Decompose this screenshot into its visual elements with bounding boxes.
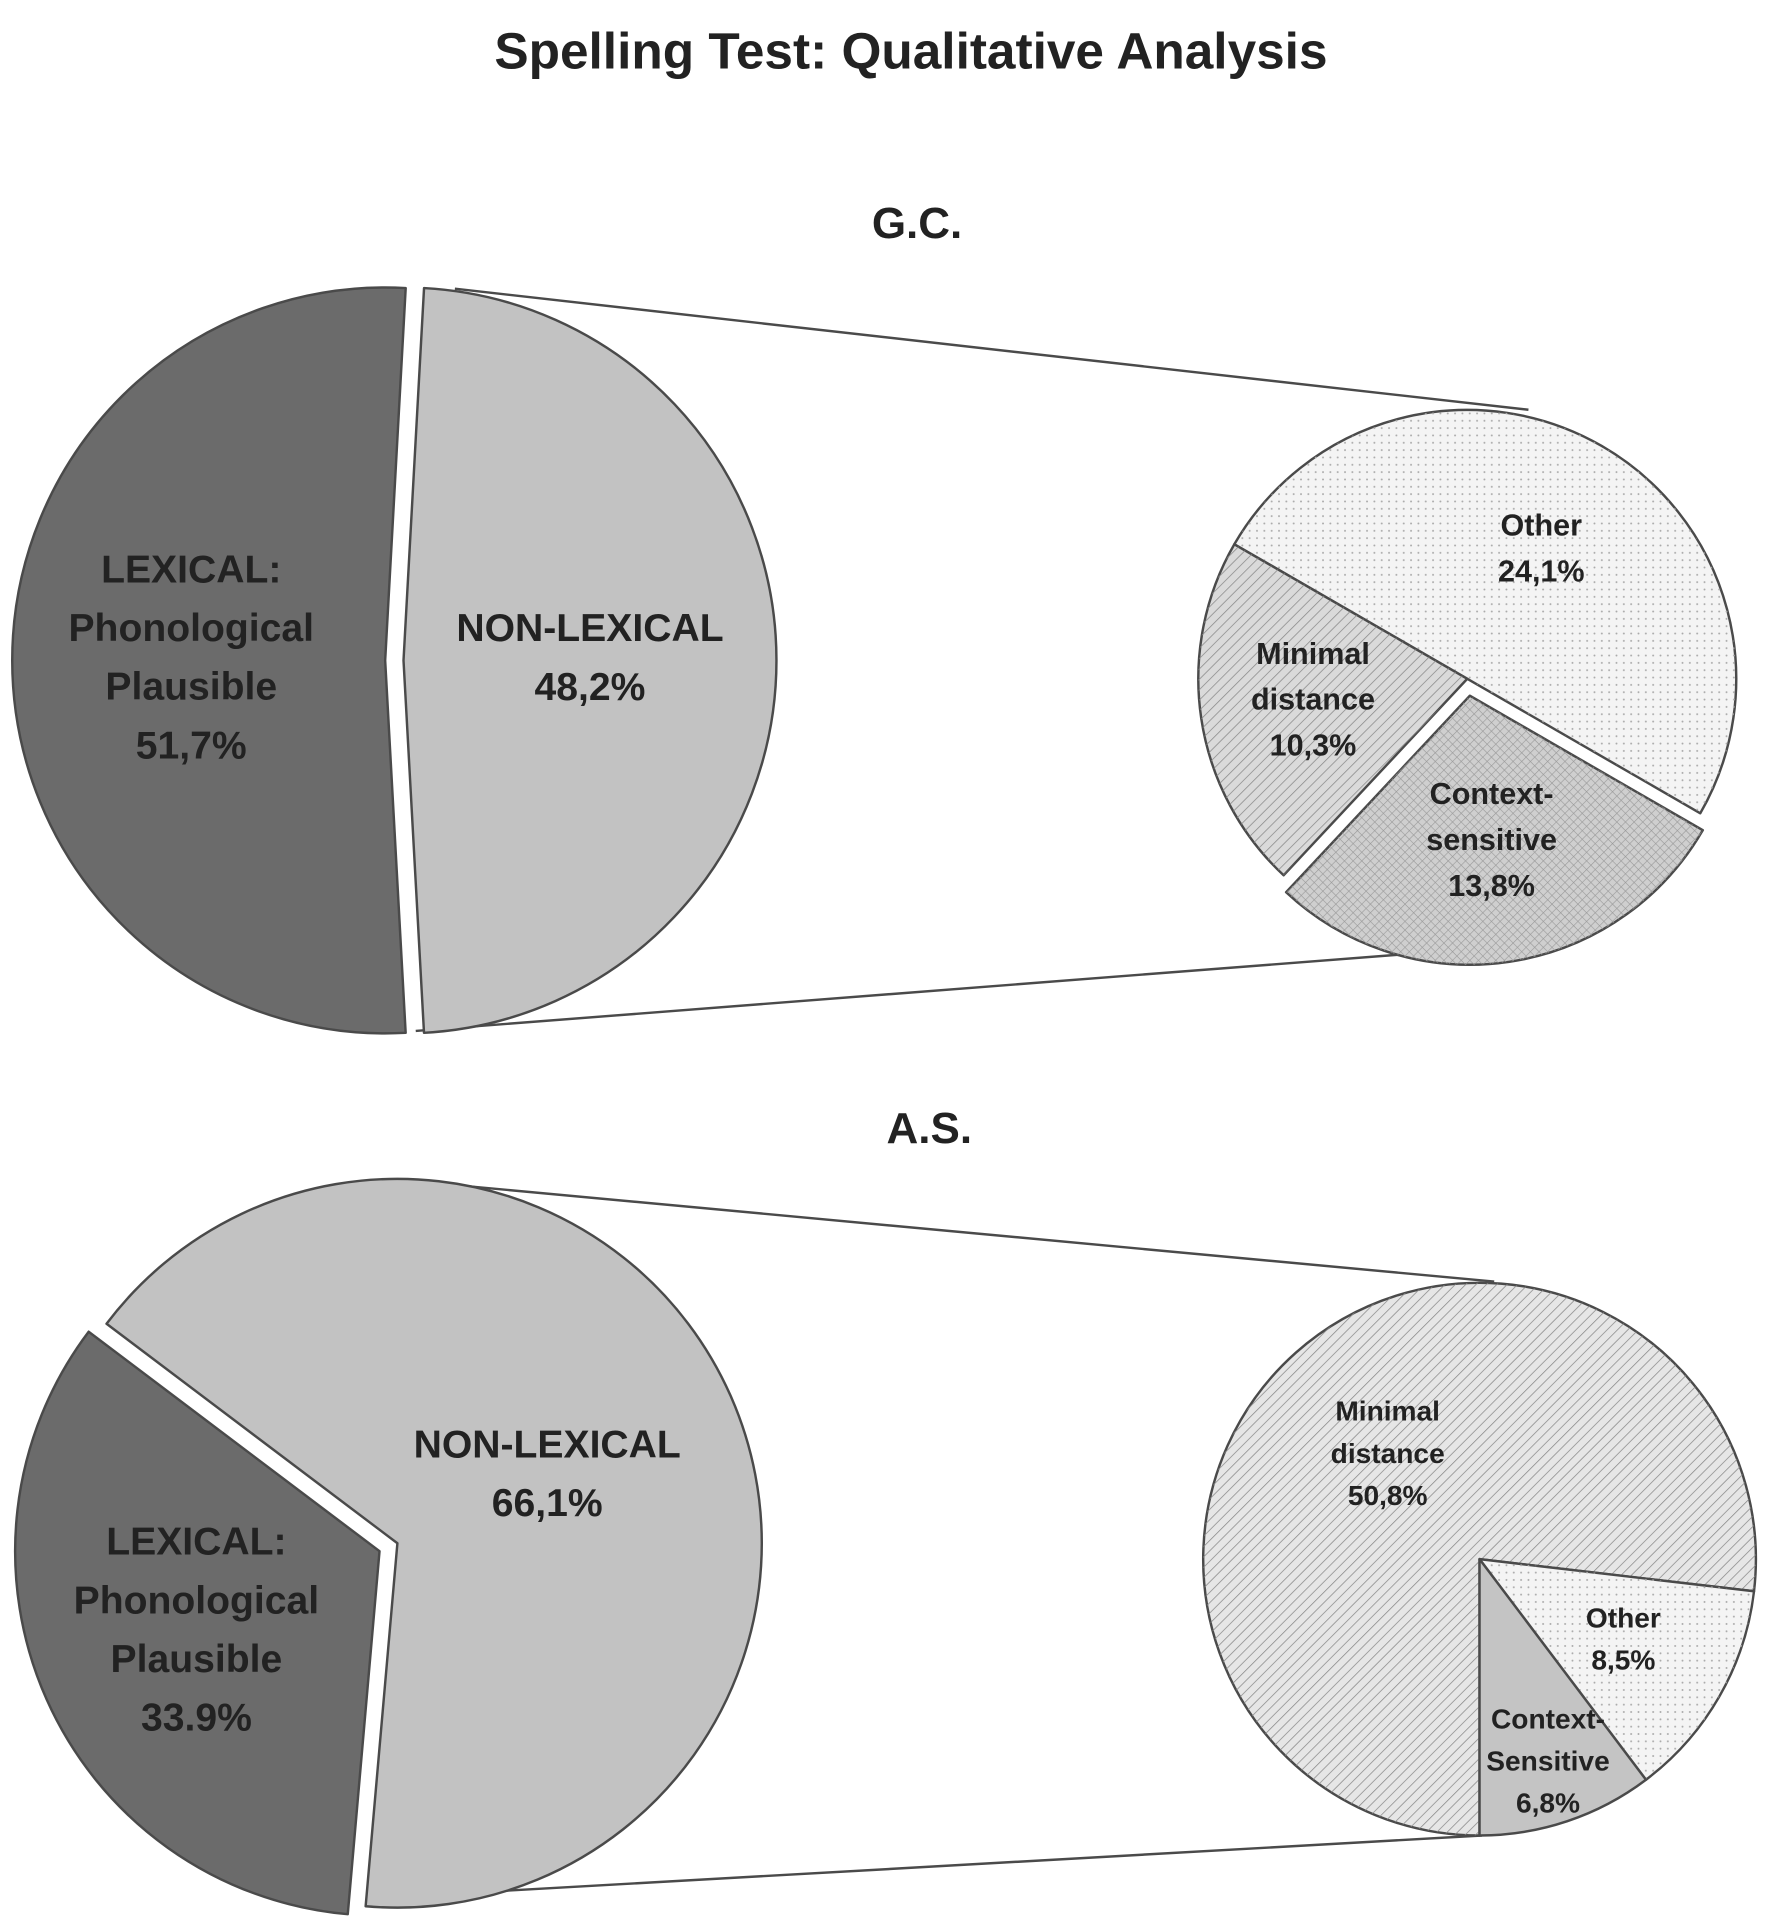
pie-slice — [1478, 1557, 1648, 1837]
slice-hatch — [1234, 409, 1737, 814]
slice-label: LEXICAL: Phonological Plausible 51,7% — [68, 549, 314, 768]
slice-category: Minimal — [1335, 1396, 1440, 1427]
slice-value-label: 48,2% — [535, 666, 646, 709]
slice-value-label: 13,8% — [1448, 869, 1535, 903]
slice-category: Phonological — [68, 607, 314, 650]
slice-label: NON-LEXICAL 48,2% — [456, 607, 723, 709]
connector-line — [427, 1181, 1495, 1283]
slice-category: distance — [1331, 1438, 1445, 1469]
slice-category: NON-LEXICAL — [456, 607, 723, 650]
connector-line — [378, 1834, 1483, 1900]
slice-hatch — [1198, 544, 1468, 876]
pie-slice — [402, 286, 778, 1035]
slice-label: Other 8,5% — [1586, 1603, 1661, 1676]
slice-category: Plausible — [111, 1638, 283, 1681]
slice-label: Context- Sensitive 6,8% — [1486, 1704, 1609, 1819]
pie-of-pie: G.C. LEXICAL: Phonological Plausible 51,7% NO… — [10, 199, 1738, 1035]
pie-of-pie: A.S. LEXICAL: Phonological Plausible 33.9% NO… — [13, 1104, 1758, 1916]
slice-category: Context- — [1430, 777, 1554, 811]
pie-slice — [105, 1177, 763, 1909]
pie-slice — [10, 286, 407, 1035]
connector-line — [454, 287, 1529, 411]
slice-label: LEXICAL: Phonological Plausible 33.9% — [74, 1521, 320, 1740]
slice-category: Plausible — [105, 666, 277, 709]
slice-value-label: 50,8% — [1348, 1481, 1428, 1512]
slice-value-label: 10,3% — [1270, 729, 1357, 763]
slice-value-label: 24,1% — [1498, 555, 1585, 589]
pie-slice — [13, 1330, 381, 1916]
slice-category: distance — [1251, 683, 1375, 717]
slice-value-label: 6,8% — [1516, 1788, 1580, 1819]
slice-category: LEXICAL: — [106, 1521, 286, 1564]
page-title: Spelling Test: Qualitative Analysis — [494, 23, 1327, 80]
slice-category: Sensitive — [1486, 1746, 1609, 1777]
slice-category: LEXICAL: — [101, 549, 281, 592]
connector-line — [415, 945, 1505, 1033]
slice-category: Context- — [1491, 1704, 1605, 1735]
chart-title: A.S. — [887, 1104, 973, 1153]
slice-category: Minimal — [1256, 637, 1370, 671]
slice-value-label: 8,5% — [1591, 1645, 1655, 1676]
slice-label: Other 24,1% — [1498, 509, 1585, 589]
slice-value-label: 51,7% — [136, 725, 247, 768]
slice-label: Minimal distance 50,8% — [1331, 1396, 1445, 1511]
slice-hatch — [1286, 695, 1703, 965]
slice-label: Context-sensitive 13,8% — [1426, 777, 1557, 903]
slice-label: Minimal distance 10,3% — [1251, 637, 1375, 763]
slice-category: sensitive — [1426, 823, 1557, 857]
slice-value-label: 66,1% — [492, 1482, 603, 1525]
chart-title: G.C. — [872, 199, 962, 248]
slice-category: Other — [1586, 1603, 1661, 1634]
slice-hatch — [1479, 1559, 1755, 1780]
slice-label: NON-LEXICAL 66,1% — [414, 1424, 681, 1526]
slice-category: Phonological — [74, 1580, 320, 1623]
slice-value-label: 33.9% — [141, 1697, 252, 1740]
slice-category: NON-LEXICAL — [414, 1424, 681, 1467]
slice-category: Other — [1501, 509, 1583, 543]
